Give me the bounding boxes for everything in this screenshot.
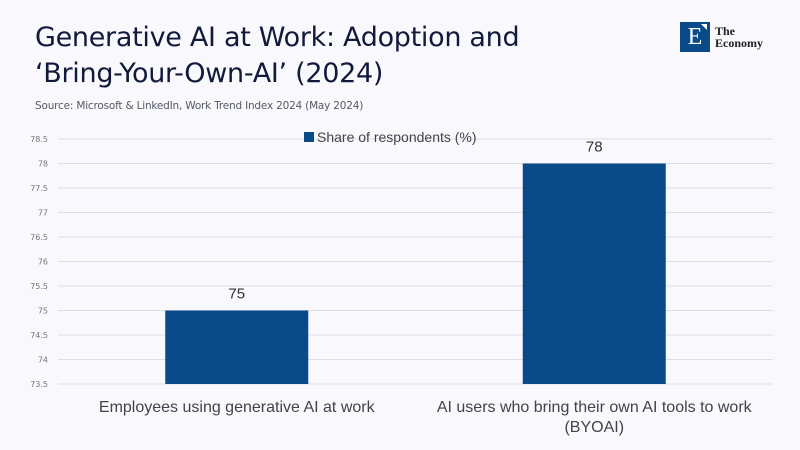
y-tick-label: 78 <box>38 160 48 169</box>
legend: Share of respondents (%) <box>304 129 477 145</box>
bar <box>165 310 309 384</box>
data-label: 75 <box>228 286 245 303</box>
logo-line-1: The <box>715 24 736 38</box>
chart-title: Generative AI at Work: Adoption and ‘Bri… <box>35 20 595 92</box>
logo-line-2: Economy <box>715 36 763 50</box>
y-tick-label: 75 <box>38 307 48 316</box>
y-tick-label: 73.5 <box>30 380 48 389</box>
category-label-2: AI users who bring their own AI tools to… <box>436 399 752 436</box>
y-tick-label: 74.5 <box>30 331 48 340</box>
y-tick-label: 77.5 <box>30 184 48 193</box>
data-label: 78 <box>586 139 603 156</box>
title-line-1: Generative AI at Work: Adoption and <box>35 22 520 53</box>
y-tick-label: 77 <box>38 209 48 218</box>
bar <box>522 163 666 384</box>
title-line-2: ‘Bring-Your-Own-AI’ (2024) <box>35 58 384 89</box>
y-tick-label: 78.5 <box>30 135 48 144</box>
y-axis-ticks: 73.5 74 74.5 75 75.5 76 76.5 77 77.5 78 78.5 <box>30 135 48 389</box>
y-tick-label: 75.5 <box>30 282 48 291</box>
y-tick-label: 76.5 <box>30 233 48 242</box>
data-labels: 75 78 <box>228 139 602 303</box>
category-label-1: Employees using generative AI at work <box>98 399 375 416</box>
legend-label: Share of respondents (%) <box>317 129 477 145</box>
y-tick-label: 74 <box>38 356 48 365</box>
legend-swatch <box>304 132 314 142</box>
source-note: Source: Microsoft & LinkedIn, Work Trend… <box>35 100 364 112</box>
logo-e-icon: E <box>680 22 710 52</box>
logo-text: The Economy <box>715 25 763 49</box>
bars <box>165 163 666 384</box>
publisher-logo: E The Economy <box>680 22 763 52</box>
y-tick-label: 76 <box>38 258 48 267</box>
